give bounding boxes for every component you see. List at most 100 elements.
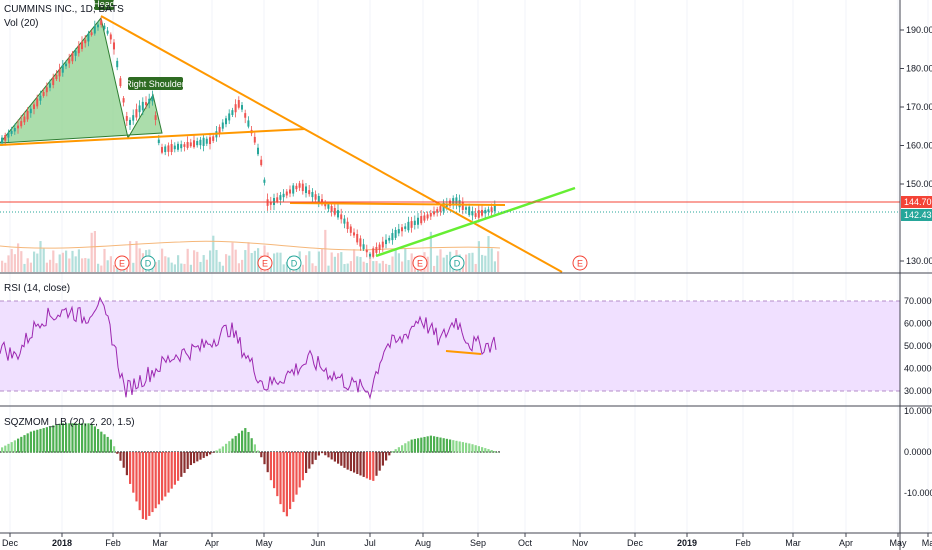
candle-body — [397, 229, 400, 234]
candle-body — [349, 226, 352, 233]
volume-bar — [132, 262, 135, 272]
time-axis[interactable]: Dec 2018 Feb Mar Apr May Jun Jul Aug Sep Oct Nov Dec… — [2, 533, 932, 548]
uptrend-line[interactable] — [375, 186, 576, 258]
event-marker[interactable]: D — [449, 255, 465, 271]
momentum-bar — [161, 452, 164, 501]
candle-body — [148, 98, 151, 104]
event-marker[interactable]: D — [140, 255, 156, 271]
candle-body — [394, 229, 397, 238]
volume-bar — [282, 264, 285, 272]
price-axis[interactable]: 190.00 180.00 170.00 160.00 150.00 130.00 70.0… — [900, 25, 932, 498]
candle-body — [289, 189, 291, 194]
squeeze-momentum-label[interactable]: SQZMOM_LB (20, 2, 20, 1.5) — [4, 417, 135, 428]
candle-body — [109, 34, 112, 40]
candle-body — [314, 194, 317, 200]
volume-bar — [84, 257, 87, 272]
volume-bar — [493, 261, 496, 272]
candle-body — [468, 206, 471, 216]
momentum-bar — [423, 436, 426, 453]
volume-ma-line — [0, 240, 501, 251]
momentum-bar — [138, 452, 141, 511]
candle-body — [452, 198, 455, 205]
volume-bar — [13, 254, 16, 272]
candle-body — [359, 238, 362, 247]
candle-body — [93, 26, 96, 34]
event-marker[interactable]: E — [572, 255, 588, 271]
volume-bar — [273, 253, 276, 272]
svg-text:D: D — [291, 259, 298, 269]
candle-body — [423, 215, 426, 221]
candle-body — [474, 213, 477, 217]
event-marker[interactable]: E — [114, 255, 130, 271]
price-tick-label: 190.00 — [906, 25, 932, 35]
momentum-tick-label: 0.0000 — [904, 447, 932, 457]
candle-body — [305, 186, 307, 194]
momentum-bar — [225, 443, 228, 453]
time-tick-label: 2018 — [52, 538, 72, 548]
momentum-bar — [458, 441, 461, 453]
event-marker[interactable]: D — [286, 255, 302, 271]
volume-bar — [170, 262, 173, 272]
candle-body — [145, 102, 147, 106]
rsi-divergence-line[interactable] — [445, 350, 482, 355]
candle-body — [260, 159, 263, 166]
candle-body — [327, 204, 330, 209]
candle-body — [196, 141, 199, 146]
momentum-bar — [455, 440, 458, 453]
momentum-bar — [468, 443, 471, 453]
volume-bar — [74, 256, 77, 272]
resistance-line[interactable] — [289, 202, 506, 206]
momentum-bar — [186, 452, 189, 469]
momentum-bar — [343, 452, 346, 468]
candle-body — [417, 217, 419, 225]
volume-bar — [10, 248, 13, 272]
volume-bar — [391, 256, 394, 272]
candle-body — [330, 206, 333, 212]
time-tick-label: 2019 — [677, 538, 697, 548]
volume-bar — [221, 265, 224, 272]
volume-label[interactable]: Vol (20) — [4, 18, 38, 29]
grid — [9, 0, 929, 533]
candle-body — [138, 105, 141, 113]
time-tick-label: Mar — [785, 538, 801, 548]
volume-bar — [471, 252, 474, 272]
momentum-bar — [221, 446, 224, 453]
candle-body — [170, 144, 173, 152]
neckline[interactable] — [0, 128, 306, 146]
event-marker[interactable]: E — [257, 255, 273, 271]
downtrend-line[interactable] — [100, 15, 563, 273]
rsi-label[interactable]: RSI (14, close) — [4, 283, 70, 294]
volume-bar — [490, 248, 493, 272]
candle-body — [436, 209, 439, 213]
symbol-title[interactable]: CUMMINS INC., 1D, BATS — [4, 4, 124, 15]
volume-bar — [205, 259, 208, 272]
head-shoulders-pattern[interactable] — [0, 16, 163, 144]
volume-bar — [17, 243, 20, 272]
candle-body — [487, 209, 490, 212]
candle-body — [269, 202, 272, 205]
volume-bar — [154, 261, 157, 272]
volume-bar — [61, 252, 64, 272]
svg-text:D: D — [145, 259, 152, 269]
candle-body — [218, 126, 221, 133]
right-shoulder-label: Right Shoulder — [125, 77, 185, 90]
volume-bar — [401, 261, 404, 272]
momentum-bar — [452, 440, 455, 453]
head-label: Head — [93, 0, 115, 10]
candle-body — [237, 100, 240, 108]
candle-body — [39, 95, 42, 101]
momentum-tick-label: -10.0000 — [904, 488, 932, 498]
momentum-bar — [321, 452, 324, 454]
volume-bar — [225, 254, 228, 272]
volume-bar — [340, 252, 343, 272]
event-marker[interactable]: E — [412, 255, 428, 271]
momentum-bar — [116, 452, 119, 454]
momentum-bar — [237, 433, 240, 453]
momentum-bar — [477, 446, 480, 453]
momentum-bar — [81, 423, 84, 453]
volume-bar — [135, 241, 138, 272]
momentum-bar — [154, 452, 157, 509]
time-tick-label: Apr — [839, 538, 853, 548]
